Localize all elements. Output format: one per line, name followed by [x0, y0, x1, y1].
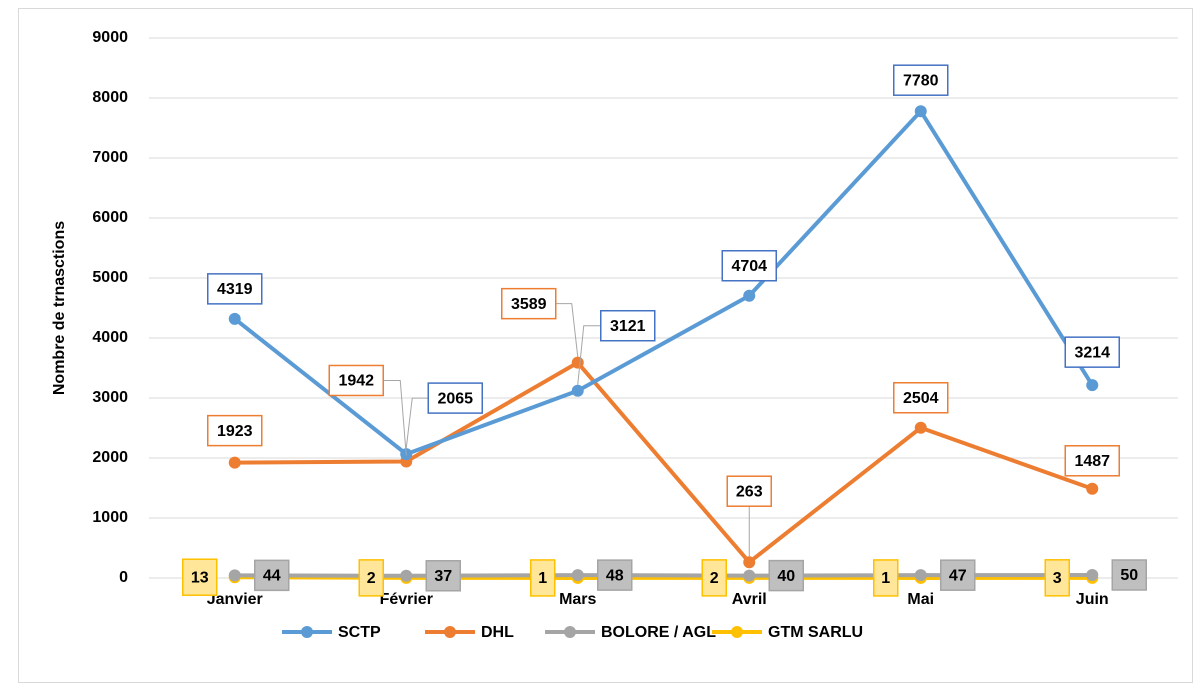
data-label-box: [328, 364, 384, 397]
data-label: 3589: [511, 296, 547, 313]
leader-line: [383, 379, 407, 456]
y-tick-label: 2000: [92, 449, 128, 466]
data-label: 50: [1120, 567, 1138, 584]
data-label-box: [701, 559, 727, 597]
data-point: [1086, 379, 1099, 392]
data-point: [571, 356, 584, 369]
data-label-box: [1111, 559, 1147, 591]
data-label: 37: [434, 568, 452, 585]
series-line: [233, 109, 1094, 457]
legend-swatch: [564, 626, 576, 638]
data-label-box: [600, 309, 656, 342]
data-label: 1: [881, 570, 890, 587]
data-label-box: [501, 287, 557, 320]
data-point: [228, 456, 241, 469]
data-point: [228, 569, 241, 582]
data-point: [743, 289, 756, 302]
data-point: [1086, 569, 1099, 581]
x-tick-label: Janvier: [207, 591, 263, 608]
data-label: 2: [367, 570, 376, 587]
x-tick-label: Juin: [1076, 591, 1109, 608]
data-label: 2504: [903, 390, 939, 407]
data-label: 1487: [1074, 453, 1110, 470]
legend-label: SCTP: [338, 624, 381, 641]
y-tick-label: 9000: [92, 29, 128, 46]
y-tick-label: 3000: [92, 389, 128, 406]
data-label-box: [726, 475, 772, 507]
data-label-box: [425, 560, 461, 592]
data-label-box: [207, 273, 263, 305]
data-label-box: [721, 250, 777, 282]
data-label-box: [893, 64, 949, 96]
data-label: 3214: [1074, 344, 1110, 361]
data-label: 1942: [338, 373, 374, 390]
data-label-box: [893, 382, 949, 414]
legend-label: GTM SARLU: [768, 624, 863, 641]
series-line: [234, 360, 1093, 565]
data-label: 47: [949, 567, 967, 584]
data-point: [914, 569, 927, 582]
y-tick-label: 6000: [92, 209, 128, 226]
data-label: 1: [538, 570, 547, 587]
data-point: [400, 569, 413, 582]
data-label: 40: [777, 568, 795, 585]
x-tick-label: Avril: [732, 591, 767, 608]
y-tick-label: 0: [119, 569, 128, 586]
data-label: 3: [1053, 570, 1062, 587]
leader-line: [577, 325, 601, 385]
data-label-box: [254, 559, 290, 592]
data-label: 3121: [610, 318, 646, 335]
data-label: 4319: [217, 281, 253, 298]
data-label: 7780: [903, 72, 939, 89]
data-label-box: [530, 559, 556, 597]
y-tick-label: 7000: [92, 149, 128, 166]
data-point: [914, 105, 927, 118]
data-label: 4704: [731, 258, 767, 275]
data-point: [743, 556, 756, 569]
leader-line: [555, 303, 579, 357]
data-label-box: [182, 558, 218, 596]
x-tick-label: Février: [380, 591, 433, 608]
data-point: [1086, 482, 1099, 495]
data-label-box: [597, 559, 633, 591]
data-label-box: [427, 382, 483, 414]
x-tick-label: Mars: [559, 591, 596, 608]
data-label-box: [768, 559, 804, 592]
legend-swatch: [444, 626, 456, 638]
y-tick-label: 8000: [92, 89, 128, 106]
data-point: [571, 569, 584, 582]
data-point: [571, 384, 584, 397]
data-label: 44: [263, 568, 281, 585]
legend-label: BOLORE / AGL: [601, 624, 716, 641]
y-tick-label: 5000: [92, 269, 128, 286]
y-tick-label: 1000: [92, 509, 128, 526]
data-label: 2: [710, 570, 719, 587]
data-point: [228, 312, 241, 325]
y-axis-title: Nombre de trnasctions: [51, 221, 68, 395]
legend-swatch: [731, 626, 743, 638]
data-label: 13: [191, 569, 209, 586]
data-label: 48: [606, 567, 624, 584]
leader-line: [405, 397, 429, 449]
data-label-box: [940, 559, 976, 591]
data-label: 1923: [217, 423, 253, 440]
data-label-box: [358, 559, 384, 597]
y-tick-label: 4000: [92, 329, 128, 346]
data-label-box: [1044, 559, 1070, 597]
data-label: 263: [736, 483, 763, 500]
legend-label: DHL: [481, 624, 514, 641]
data-label-box: [1064, 445, 1120, 477]
data-label-box: [1064, 336, 1120, 368]
data-label-box: [873, 559, 899, 597]
data-point: [743, 569, 756, 582]
data-label: 2065: [437, 390, 473, 407]
x-tick-label: Mai: [907, 591, 934, 608]
data-point: [914, 421, 927, 434]
data-label-box: [207, 414, 263, 447]
legend-swatch: [301, 626, 313, 638]
